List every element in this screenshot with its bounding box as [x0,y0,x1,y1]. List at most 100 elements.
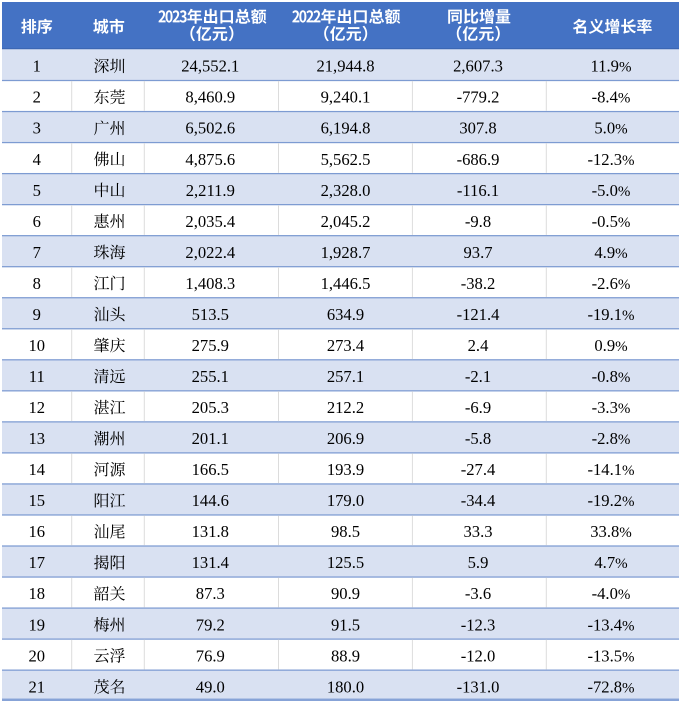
svg-text:0.9%: 0.9% [594,336,627,355]
svg-text:307.8: 307.8 [459,119,496,138]
svg-text:8,460.9: 8,460.9 [185,88,235,107]
svg-text:-686.9: -686.9 [457,150,500,169]
svg-text:-13.5%: -13.5% [587,646,634,665]
svg-text:144.6: 144.6 [192,491,229,510]
svg-text:-9.8: -9.8 [465,212,491,231]
svg-text:4: 4 [33,150,42,169]
svg-text:79.2: 79.2 [196,615,225,634]
svg-text:257.1: 257.1 [327,367,364,386]
svg-text:5.9: 5.9 [468,553,489,572]
svg-text:-779.2: -779.2 [457,88,500,107]
svg-text:-19.2%: -19.2% [587,491,634,510]
svg-text:17: 17 [29,553,46,572]
svg-text:-131.0: -131.0 [457,677,500,696]
svg-text:-3.3%: -3.3% [592,398,631,417]
svg-text:3: 3 [33,119,41,138]
svg-text:11: 11 [29,367,45,386]
svg-text:-4.0%: -4.0% [592,584,631,603]
svg-text:49.0: 49.0 [196,677,225,696]
svg-text:-121.4: -121.4 [457,305,501,324]
svg-text:2,045.2: 2,045.2 [321,212,371,231]
svg-text:201.1: 201.1 [192,429,229,448]
svg-text:-27.4: -27.4 [461,460,496,479]
svg-text:180.0: 180.0 [327,677,364,696]
svg-text:2: 2 [33,88,41,107]
svg-text:255.1: 255.1 [192,367,229,386]
svg-text:205.3: 205.3 [192,398,229,417]
svg-text:10: 10 [29,336,46,355]
svg-text:14: 14 [29,460,46,479]
svg-text:131.8: 131.8 [192,522,229,541]
svg-text:166.5: 166.5 [192,460,229,479]
svg-text:1,408.3: 1,408.3 [185,274,235,293]
svg-text:33.8%: 33.8% [590,522,632,541]
svg-text:4.9%: 4.9% [594,243,627,262]
svg-text:18: 18 [29,584,46,603]
svg-text:6,194.8: 6,194.8 [321,119,371,138]
svg-text:275.9: 275.9 [192,336,229,355]
svg-text:12: 12 [29,398,46,417]
svg-text:-38.2: -38.2 [461,274,496,293]
svg-text:2,607.3: 2,607.3 [453,57,503,76]
svg-text:15: 15 [29,491,46,510]
svg-text:24,552.1: 24,552.1 [181,57,239,76]
svg-text:-6.9: -6.9 [465,398,491,417]
svg-text:-12.3: -12.3 [461,615,496,634]
svg-text:-0.5%: -0.5% [592,212,631,231]
svg-text:4,875.6: 4,875.6 [185,150,235,169]
svg-text:5: 5 [33,181,41,200]
svg-text:212.2: 212.2 [327,398,364,417]
svg-text:-2.8%: -2.8% [592,429,631,448]
svg-text:9,240.1: 9,240.1 [321,88,371,107]
svg-text:-2.6%: -2.6% [592,274,631,293]
svg-text:1,928.7: 1,928.7 [321,243,371,262]
svg-text:-72.8%: -72.8% [587,677,634,696]
svg-text:-5.8: -5.8 [465,429,491,448]
svg-text:513.5: 513.5 [192,305,229,324]
svg-text:8: 8 [33,274,41,293]
svg-text:131.4: 131.4 [192,553,230,572]
svg-text:-12.3%: -12.3% [587,150,634,169]
svg-text:16: 16 [29,522,46,541]
svg-text:2,211.9: 2,211.9 [186,181,235,200]
svg-text:88.9: 88.9 [331,646,360,665]
svg-text:93.7: 93.7 [463,243,492,262]
svg-text:-34.4: -34.4 [461,491,496,510]
svg-text:-5.0%: -5.0% [592,181,631,200]
svg-text:91.5: 91.5 [331,615,360,634]
svg-text:179.0: 179.0 [327,491,364,510]
svg-text:9: 9 [33,305,41,324]
svg-text:1: 1 [33,57,41,76]
svg-text:5.0%: 5.0% [594,119,627,138]
svg-text:4.7%: 4.7% [594,553,627,572]
svg-text:2.4: 2.4 [468,336,489,355]
svg-text:-19.1%: -19.1% [587,305,634,324]
svg-text:2,035.4: 2,035.4 [185,212,235,231]
svg-text:1,446.5: 1,446.5 [321,274,371,293]
svg-text:-13.4%: -13.4% [587,615,634,634]
svg-text:2,328.0: 2,328.0 [321,181,371,200]
svg-text:-116.1: -116.1 [457,181,499,200]
svg-text:98.5: 98.5 [331,522,360,541]
svg-text:76.9: 76.9 [196,646,225,665]
svg-text:13: 13 [29,429,46,448]
svg-text:11.9%: 11.9% [591,57,632,76]
svg-text:2,022.4: 2,022.4 [185,243,235,262]
svg-text:-12.0: -12.0 [461,646,496,665]
svg-text:-0.8%: -0.8% [592,367,631,386]
svg-text:634.9: 634.9 [327,305,364,324]
svg-text:6,502.6: 6,502.6 [185,119,235,138]
svg-text:-3.6: -3.6 [465,584,491,603]
svg-text:-2.1: -2.1 [465,367,491,386]
svg-text:7: 7 [33,243,41,262]
svg-text:21,944.8: 21,944.8 [316,57,374,76]
svg-text:273.4: 273.4 [327,336,365,355]
svg-text:20: 20 [29,646,46,665]
svg-text:90.9: 90.9 [331,584,360,603]
svg-text:5,562.5: 5,562.5 [321,150,371,169]
svg-text:19: 19 [29,615,46,634]
svg-text:6: 6 [33,212,41,231]
svg-text:21: 21 [29,677,46,696]
svg-text:33.3: 33.3 [463,522,492,541]
svg-text:193.9: 193.9 [327,460,364,479]
